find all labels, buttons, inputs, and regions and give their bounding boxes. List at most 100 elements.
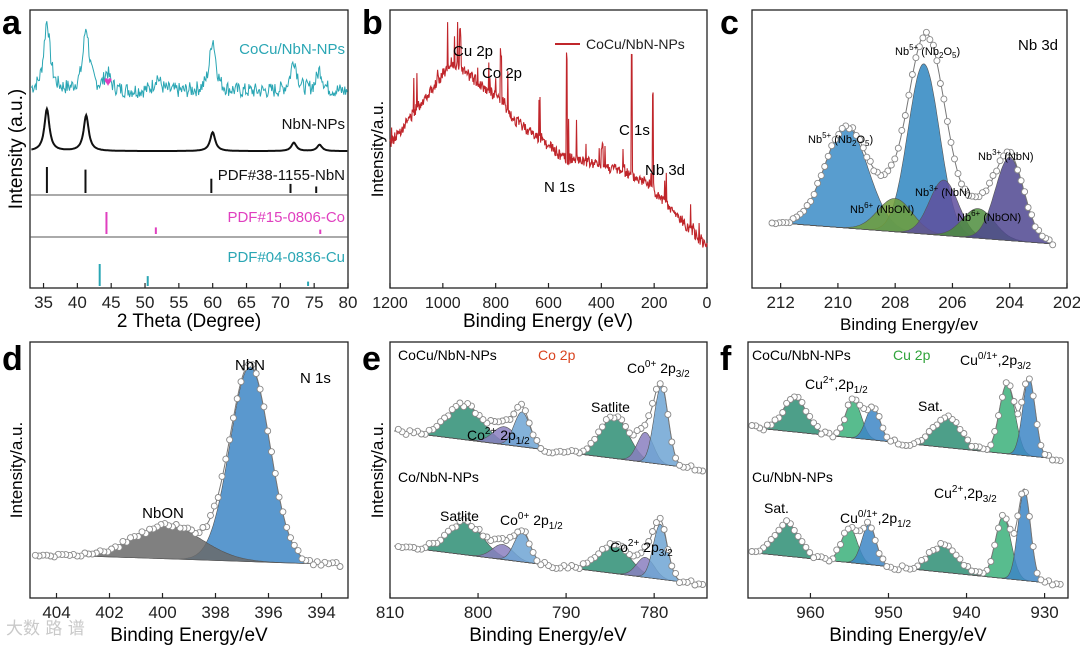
panel-f-top-data-point: [925, 428, 933, 435]
panel-f-bottom-data-point: [867, 524, 875, 532]
panel-c-data-point: [810, 190, 818, 198]
panel-f-top-data-point: [771, 416, 779, 424]
panel-f-top-data-point: [991, 427, 999, 435]
panel-e-ylabel: Intensity/a.u.: [368, 422, 387, 518]
panel-f-top-data-point: [856, 401, 864, 409]
panel-e-tick-label: 800: [464, 603, 492, 622]
panel-f-letter: f: [720, 340, 732, 378]
panel-f-top-data-point: [779, 409, 787, 416]
panel-d-data-point: [146, 525, 154, 533]
panel-e-bottom-data-point: [579, 560, 587, 568]
panel-b-co2p-label: Co 2p: [482, 65, 522, 82]
panel-f-bottom-data-point: [879, 555, 887, 563]
panel-f-top-data-point: [837, 424, 844, 432]
panel-d-frame: [29, 341, 349, 599]
panel-f-bottom-data-point: [767, 536, 775, 543]
panel-c-frame: [751, 9, 1068, 289]
panel-e-bottom-data-point: [660, 526, 668, 533]
panel-e-sample-2: Co/NbN-NPs: [398, 469, 479, 485]
panel-b-letter: b: [362, 4, 383, 42]
panel-d-letter: d: [2, 340, 23, 378]
panel-b-series: [389, 21, 708, 248]
panel-b-legend-label: CoCu/NbN-NPs: [586, 36, 685, 52]
panel-f-bottom-data-point: [1014, 512, 1022, 520]
panel-f-bottom-data-point: [998, 511, 1006, 519]
panel-c-data-point: [912, 54, 920, 62]
panel-f-bottom-data-point: [1037, 576, 1045, 584]
panel-e-top-data-point: [521, 407, 529, 415]
panel-e-top-data-point: [602, 416, 610, 424]
panel-e-bottom-data-point: [441, 531, 448, 539]
panel-e-x-ticks: 810 800 790 780: [376, 593, 668, 622]
panel-e-label-co2-2p32-bottom: Co2+ 2p3/2: [610, 538, 673, 559]
panel-c-data-point: [1031, 223, 1039, 231]
panel-f-label-sat-bottom: Sat.: [764, 500, 789, 516]
panel-e-top-data-point: [394, 425, 402, 433]
panel-e-top-data-point: [668, 438, 676, 446]
panel-f-top-data-point: [1029, 392, 1037, 400]
panel-f-bottom-data-point: [840, 529, 848, 537]
panel-d-data-point: [279, 508, 287, 516]
panel-f-bottom-data-point: [937, 539, 945, 547]
panel-e-top-data-point: [587, 439, 595, 447]
panel-c-label-nb6-left: Nb6+ (NbON): [850, 201, 914, 216]
panel-e-bottom-data-point: [598, 545, 606, 553]
panel-d-data-point: [260, 403, 268, 411]
panel-f-bottom-data-point: [948, 547, 956, 555]
panel-c-label-nb6-right: Nb6+ (NbON): [957, 209, 1021, 224]
panel-a-ref-1-label: PDF#38-1155-NbN: [218, 167, 345, 184]
panel-f-top-data-point: [937, 416, 945, 424]
panel-d-data-point: [283, 523, 291, 531]
panel-c-title: Nb 3d: [1018, 37, 1058, 54]
panel-c-data-point: [1038, 232, 1046, 240]
panel-f-bottom-data-point: [875, 550, 883, 557]
panel-e-bottom-data-point: [425, 540, 433, 548]
panel-f-bottom-data-point: [783, 517, 791, 525]
panel-e-bottom-data-point: [394, 543, 402, 551]
panel-c-plot: [768, 28, 1057, 249]
panel-e-top-data-point: [645, 412, 653, 420]
panel-e-top-data-point: [676, 461, 683, 469]
panel-c-tick-label: 208: [881, 293, 909, 312]
panel-c-data-point: [831, 136, 839, 144]
panel-f-bottom-data-point: [1033, 569, 1041, 577]
panel-a-tick-label: 80: [339, 293, 358, 312]
panel-f-bottom-data-point: [771, 531, 779, 539]
panel-f-top-data-point: [1022, 380, 1029, 388]
panel-c-data-point: [915, 43, 923, 51]
panel-d-data-point: [241, 364, 249, 372]
panel-c-data-point: [870, 167, 878, 175]
panel-e-bottom-data-point: [672, 569, 680, 577]
panel-f-bottom-data-point: [883, 563, 891, 571]
panel-c: c Nb 3d Nb5+ (Nb2O5) Nb5+ (Nb2O5) Nb3+ (…: [720, 4, 1080, 334]
panel-c-data-point: [943, 117, 951, 125]
panel-c-data-point: [951, 155, 958, 163]
panel-f-bottom-data-point: [871, 536, 879, 544]
panel-f-top-data-point: [840, 416, 848, 424]
panel-f-x-ticks: 960 950 940 930: [796, 593, 1059, 622]
panel-b-tick-label: 400: [588, 295, 615, 312]
panel-a-heart-marker: ♥: [104, 73, 112, 89]
panel-e-bottom-data-point: [537, 561, 545, 569]
panel-b-nb3d-label: Nb 3d: [645, 162, 685, 179]
panel-f-bottom-data-point: [991, 541, 999, 549]
panel-f-bottom-data-point: [794, 532, 802, 540]
panel-a-tick-label: 40: [68, 293, 87, 312]
panel-f-top-data-point: [1049, 456, 1056, 464]
panel-f-top-data-point: [883, 433, 891, 441]
panel-f-label-cu2-2p12-top: Cu2+,2p1/2: [805, 375, 868, 396]
panel-f-top-data-point: [748, 422, 756, 429]
panel-b: b CoCu/NbN-NPs Cu 2p Co 2p C 1s N 1s Nb …: [362, 4, 712, 332]
panel-c-data-point: [947, 138, 955, 146]
panel-e-top-data-point: [664, 411, 672, 418]
panel-d-tick-label: 400: [148, 603, 176, 622]
panel-c-label-nb3-right: Nb3+ (NbN): [978, 148, 1034, 163]
panel-c-data-point: [1017, 177, 1025, 185]
panel-f-bottom-data-point: [748, 548, 756, 555]
panel-e-top-data-point: [622, 423, 629, 430]
panel-c-data-point: [1049, 241, 1057, 249]
panel-d: d N 1s NbN NbON 404 402 400 398 396 394 Bindi…: [2, 340, 349, 646]
panel-c-data-point: [936, 80, 944, 87]
panel-c-data-point: [922, 28, 930, 36]
